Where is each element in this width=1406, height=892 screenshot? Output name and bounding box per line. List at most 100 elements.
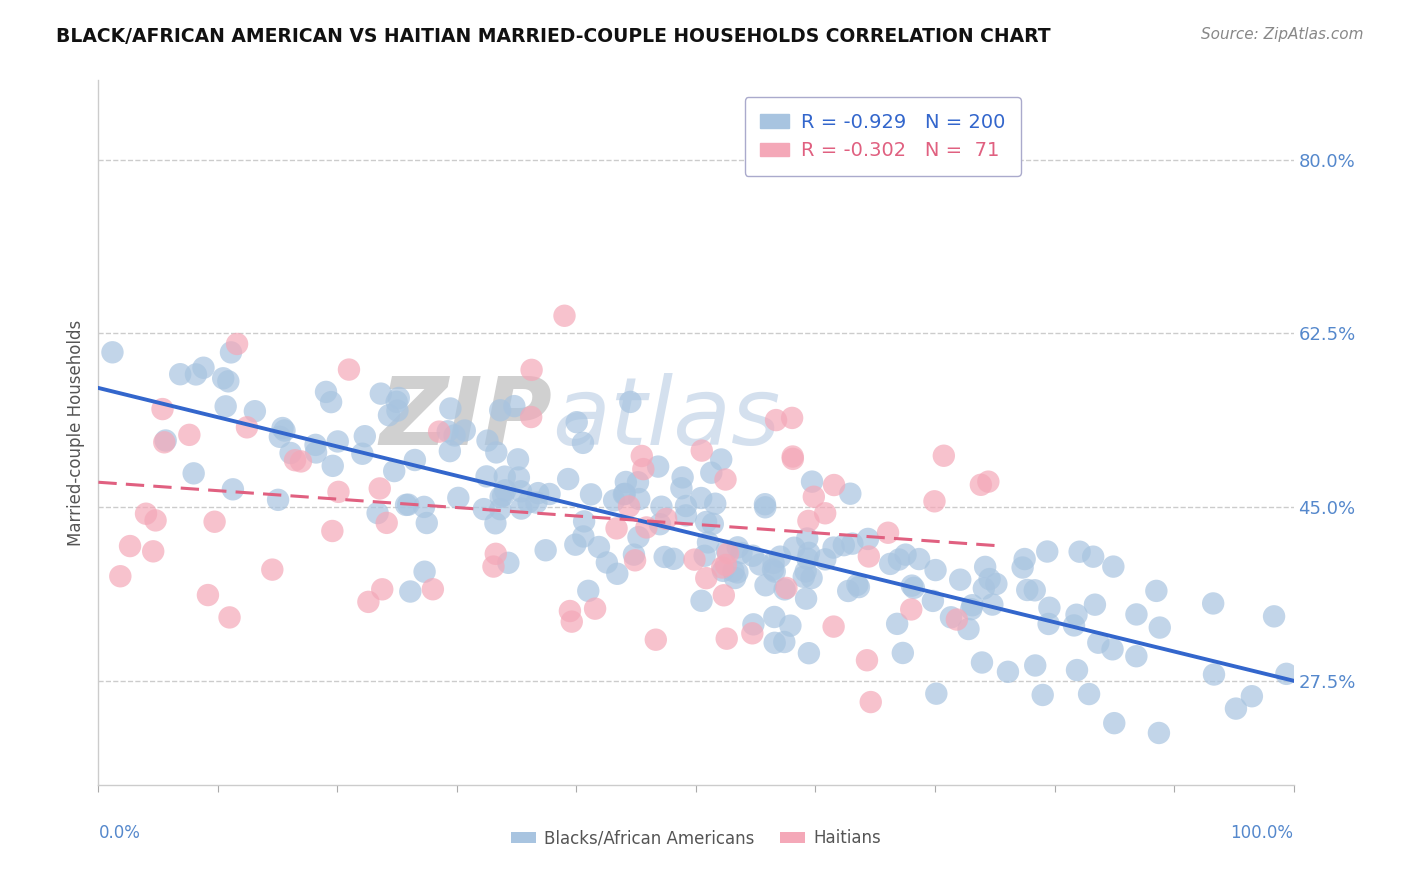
Point (489, 490, 512, 504)
Point (671, 481, 693, 495)
Point (145, 513, 167, 527)
Point (1069, 544, 1091, 558)
Point (328, 484, 350, 499)
Point (1011, 560, 1033, 574)
Point (832, 538, 855, 552)
Point (1038, 617, 1060, 632)
Point (946, 613, 969, 627)
Point (576, 583, 599, 598)
Point (477, 434, 499, 448)
Point (226, 337, 249, 351)
Point (1087, 636, 1109, 650)
Point (979, 572, 1001, 586)
Point (378, 408, 401, 422)
Point (485, 445, 508, 459)
Point (730, 546, 752, 560)
Point (741, 626, 763, 640)
Point (717, 546, 740, 560)
Point (588, 540, 610, 554)
Point (647, 459, 669, 474)
Point (506, 452, 529, 467)
Point (447, 491, 470, 505)
Point (583, 601, 606, 615)
Point (388, 391, 411, 405)
Point (1149, 621, 1171, 635)
Point (627, 475, 650, 490)
Point (557, 472, 579, 486)
Point (404, 453, 426, 467)
Point (765, 413, 787, 427)
Point (695, 515, 717, 529)
Point (357, 595, 380, 609)
Point (222, 483, 245, 497)
Point (763, 565, 786, 579)
Point (754, 500, 776, 515)
Point (794, 591, 817, 606)
Point (858, 549, 880, 564)
Point (614, 475, 637, 489)
Point (1038, 600, 1060, 615)
Point (352, 447, 374, 461)
Point (218, 610, 240, 624)
Text: 100.0%: 100.0% (1230, 824, 1294, 842)
Point (797, 646, 820, 660)
Point (1202, 667, 1225, 681)
Point (197, 588, 219, 602)
Point (837, 584, 859, 599)
Point (236, 420, 259, 434)
Point (762, 556, 785, 570)
Point (315, 384, 337, 399)
Point (846, 578, 869, 592)
Point (322, 458, 344, 473)
Point (153, 435, 176, 450)
Point (617, 500, 640, 514)
Point (399, 584, 422, 599)
Point (142, 544, 165, 558)
Point (763, 610, 786, 624)
Point (793, 570, 815, 584)
Point (284, 453, 307, 467)
Point (1202, 597, 1225, 611)
Point (439, 444, 461, 458)
Point (973, 582, 995, 596)
Point (891, 646, 914, 660)
Point (169, 368, 191, 382)
Point (814, 552, 837, 566)
Point (534, 543, 557, 558)
Point (101, 345, 124, 359)
Point (823, 478, 845, 492)
Point (823, 541, 845, 555)
Point (782, 451, 804, 466)
Point (932, 449, 955, 463)
Point (690, 443, 713, 458)
Point (395, 498, 418, 512)
Point (475, 469, 498, 483)
Point (713, 588, 735, 602)
Point (1024, 658, 1046, 673)
Point (683, 552, 706, 566)
Point (716, 543, 738, 558)
Point (193, 360, 215, 375)
Point (648, 517, 671, 532)
Point (485, 547, 508, 561)
Legend: Blacks/African Americans, Haitians: Blacks/African Americans, Haitians (505, 822, 887, 855)
Point (155, 434, 177, 448)
Point (510, 484, 533, 499)
Point (823, 619, 845, 633)
Point (503, 399, 526, 413)
Point (217, 374, 239, 388)
Point (271, 421, 294, 435)
Point (212, 371, 235, 385)
Point (262, 563, 284, 577)
Point (204, 515, 226, 529)
Point (553, 309, 575, 323)
Point (579, 487, 602, 501)
Point (321, 524, 343, 538)
Point (924, 563, 946, 577)
Point (484, 516, 506, 531)
Point (977, 475, 1000, 489)
Point (219, 345, 242, 359)
Point (1263, 609, 1285, 624)
Point (628, 491, 651, 506)
Point (1084, 598, 1107, 612)
